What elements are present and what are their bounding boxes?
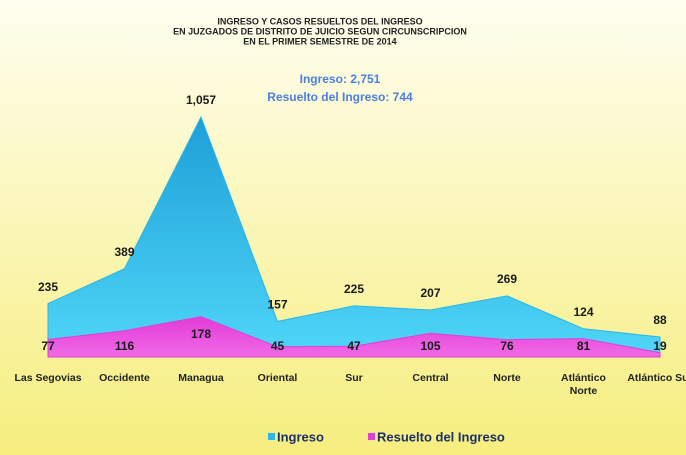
data-label: 19 — [653, 339, 667, 353]
area — [47, 316, 661, 358]
data-label: 269 — [497, 272, 517, 286]
data-label: 45 — [271, 339, 285, 353]
chart-title-line: EN EL PRIMER SEMESTRE DE 2014 — [243, 36, 396, 46]
legend-swatch — [368, 433, 375, 440]
data-label: 77 — [41, 339, 55, 353]
data-label: 178 — [191, 327, 211, 341]
x-tick-label: Central — [412, 372, 448, 384]
x-tick-label: Occidente — [99, 372, 150, 384]
legend-swatch — [268, 433, 275, 440]
annotation: Resuelto del Ingreso: 744 — [267, 90, 413, 104]
data-label: 225 — [344, 282, 364, 296]
legend-label: Ingreso — [277, 429, 324, 444]
area — [47, 115, 661, 358]
data-label: 88 — [653, 313, 667, 327]
data-label: 116 — [115, 339, 135, 353]
chart-title-line: INGRESO Y CASOS RESUELTOS DEL INGRESO — [217, 16, 422, 26]
data-label: 81 — [577, 339, 591, 353]
x-tick-label: Atlántico Norte — [561, 372, 606, 397]
data-label: 389 — [114, 245, 134, 259]
data-label: 207 — [420, 286, 440, 300]
x-tick-label: Oriental — [258, 372, 298, 384]
data-label: 157 — [267, 298, 287, 312]
data-label: 235 — [38, 280, 58, 294]
data-label: 105 — [420, 339, 440, 353]
x-tick-label: Las Segovias — [14, 372, 81, 384]
x-tick-label: Sur — [345, 372, 363, 384]
legend-label: Resuelto del Ingreso — [377, 429, 505, 444]
x-tick-label: Atlántico Sur — [627, 372, 686, 384]
data-label: 1,057 — [186, 93, 216, 107]
annotation: Ingreso: 2,751 — [300, 72, 381, 86]
data-label: 47 — [347, 339, 361, 353]
data-label: 76 — [500, 339, 514, 353]
data-label: 124 — [573, 305, 593, 319]
x-tick-label: Managua — [178, 372, 224, 384]
chart-title-line: EN JUZGADOS DE DISTRITO DE JUICIO SEGUN … — [173, 26, 467, 36]
x-tick-label: Norte — [493, 372, 521, 384]
